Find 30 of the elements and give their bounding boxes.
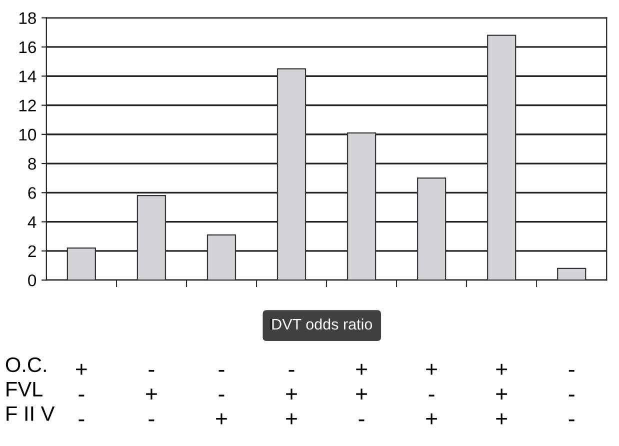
y-tick-label: 12 (19, 100, 36, 112)
x-tick-label: - - - (568, 370, 574, 422)
bar (276, 68, 306, 280)
y-tick-label: 10 (19, 128, 36, 141)
text: DVT odds ratio (272, 318, 372, 330)
text: F II V (6, 406, 55, 421)
y-tick-label: 0 (28, 274, 36, 286)
x-tick-label: + - + (426, 364, 437, 424)
y-tick-label: 8 (28, 158, 36, 170)
x-tick-label: - + + (286, 370, 297, 424)
bar (557, 268, 586, 280)
bar (417, 178, 446, 280)
bar (136, 195, 166, 280)
y-tick-label: 16 (19, 41, 36, 54)
x-tick-label: + - - (76, 364, 87, 422)
bar (66, 247, 96, 280)
y-tick-label: 18 (19, 12, 36, 24)
x-tick-label: + + - (356, 364, 367, 422)
text: FVL (6, 382, 42, 396)
bar (346, 132, 376, 280)
bar (487, 34, 516, 280)
text: O.C. (6, 357, 46, 372)
x-tick-label: - + - (146, 370, 157, 422)
x-tick-label: + + + (496, 364, 507, 424)
y-tick-label: 14 (19, 70, 36, 82)
x-tick-label: - - + (216, 370, 227, 424)
bar (206, 234, 236, 280)
y-tick-label: 2 (28, 245, 36, 257)
y-tick-label: 4 (28, 216, 36, 228)
y-tick-label: 6 (28, 187, 36, 199)
